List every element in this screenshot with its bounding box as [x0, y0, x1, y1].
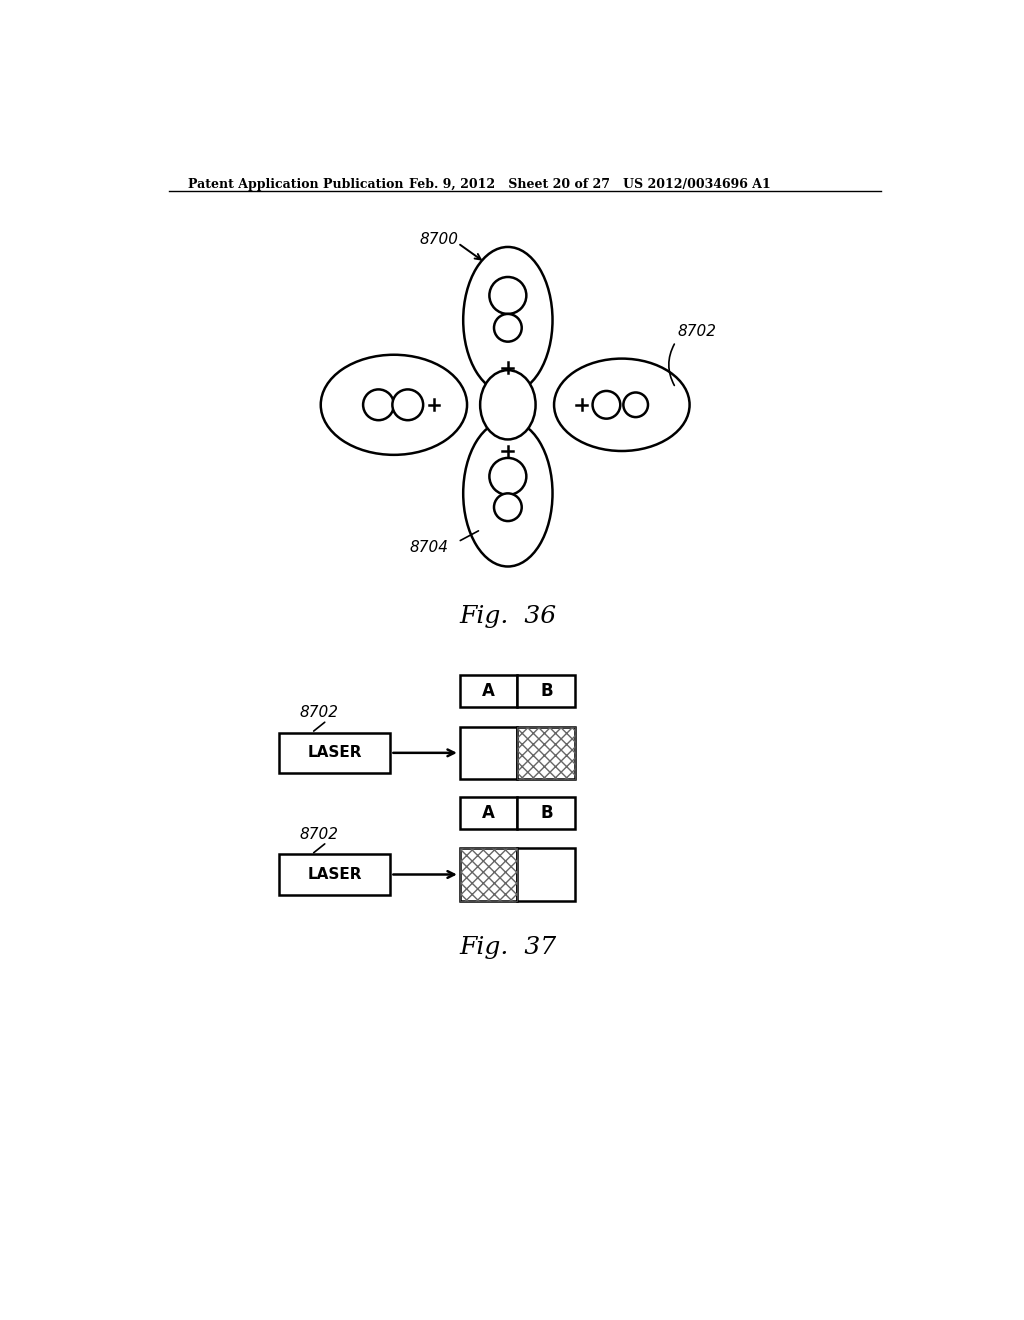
Circle shape: [624, 392, 648, 417]
Bar: [460, 675, 517, 708]
Text: 8702: 8702: [300, 705, 339, 721]
Bar: [279, 733, 390, 774]
Circle shape: [392, 389, 423, 420]
Text: LASER: LASER: [307, 867, 361, 882]
Text: Patent Application Publication: Patent Application Publication: [188, 178, 403, 190]
Bar: [517, 675, 575, 708]
Bar: [460, 797, 517, 829]
Text: 8702: 8702: [677, 325, 716, 339]
Ellipse shape: [554, 359, 689, 451]
Bar: [517, 849, 575, 900]
Bar: [517, 726, 575, 779]
Bar: [517, 797, 575, 829]
Ellipse shape: [321, 355, 467, 455]
Text: Fig.  37: Fig. 37: [460, 936, 556, 960]
Bar: [460, 849, 517, 900]
Circle shape: [593, 391, 621, 418]
Text: 8702: 8702: [300, 828, 339, 842]
Text: US 2012/0034696 A1: US 2012/0034696 A1: [624, 178, 771, 190]
Bar: [279, 854, 390, 895]
Text: A: A: [482, 804, 495, 822]
Bar: [460, 849, 517, 900]
Ellipse shape: [463, 247, 553, 393]
Text: 8700: 8700: [419, 232, 459, 247]
Text: B: B: [540, 804, 553, 822]
Circle shape: [364, 389, 394, 420]
Bar: [460, 726, 517, 779]
Circle shape: [494, 494, 521, 521]
Text: 8704: 8704: [410, 540, 449, 554]
Bar: [517, 726, 575, 779]
Circle shape: [489, 277, 526, 314]
Circle shape: [489, 458, 526, 495]
Circle shape: [494, 314, 521, 342]
Text: B: B: [540, 682, 553, 700]
Text: LASER: LASER: [307, 746, 361, 760]
Ellipse shape: [463, 420, 553, 566]
Text: Feb. 9, 2012   Sheet 20 of 27: Feb. 9, 2012 Sheet 20 of 27: [410, 178, 610, 190]
Text: Fig.  36: Fig. 36: [460, 605, 556, 628]
Ellipse shape: [480, 370, 536, 440]
Text: A: A: [482, 682, 495, 700]
